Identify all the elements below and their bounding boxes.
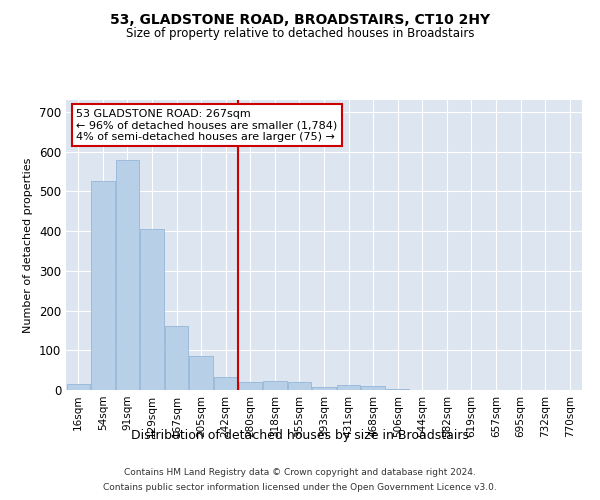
Bar — [190, 356, 213, 390]
Bar — [214, 377, 238, 390]
Bar — [239, 382, 262, 390]
Bar — [386, 389, 409, 390]
Text: 53, GLADSTONE ROAD, BROADSTAIRS, CT10 2HY: 53, GLADSTONE ROAD, BROADSTAIRS, CT10 2H… — [110, 12, 490, 26]
Bar — [116, 160, 139, 390]
Y-axis label: Number of detached properties: Number of detached properties — [23, 158, 34, 332]
Bar — [361, 386, 385, 390]
Text: Contains public sector information licensed under the Open Government Licence v3: Contains public sector information licen… — [103, 483, 497, 492]
Bar — [91, 182, 115, 390]
Text: Distribution of detached houses by size in Broadstairs: Distribution of detached houses by size … — [131, 428, 469, 442]
Bar — [67, 384, 90, 390]
Text: Size of property relative to detached houses in Broadstairs: Size of property relative to detached ho… — [126, 28, 474, 40]
Text: Contains HM Land Registry data © Crown copyright and database right 2024.: Contains HM Land Registry data © Crown c… — [124, 468, 476, 477]
Bar — [313, 387, 335, 390]
Bar — [337, 385, 360, 390]
Bar — [263, 382, 287, 390]
Bar — [288, 382, 311, 390]
Bar — [140, 229, 164, 390]
Bar — [165, 326, 188, 390]
Text: 53 GLADSTONE ROAD: 267sqm
← 96% of detached houses are smaller (1,784)
4% of sem: 53 GLADSTONE ROAD: 267sqm ← 96% of detac… — [76, 108, 338, 142]
